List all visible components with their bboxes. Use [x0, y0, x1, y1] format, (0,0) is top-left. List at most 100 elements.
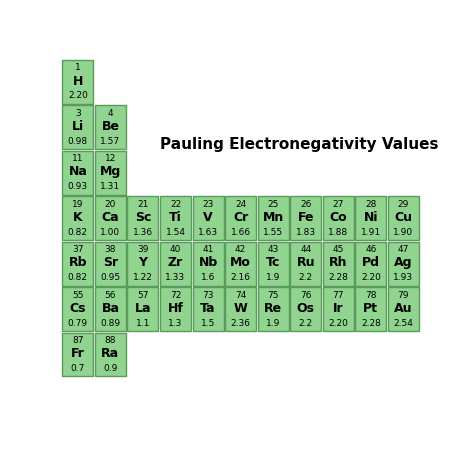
Text: 2.2: 2.2	[299, 319, 313, 328]
Text: 1.90: 1.90	[393, 228, 413, 237]
FancyBboxPatch shape	[323, 287, 354, 331]
FancyBboxPatch shape	[160, 287, 191, 331]
Text: 39: 39	[137, 245, 149, 254]
FancyBboxPatch shape	[356, 287, 386, 331]
Text: 19: 19	[72, 200, 83, 209]
Text: 40: 40	[170, 245, 181, 254]
Text: 1.9: 1.9	[266, 319, 280, 328]
FancyBboxPatch shape	[258, 287, 289, 331]
Text: Be: Be	[101, 120, 119, 133]
Text: 29: 29	[398, 200, 409, 209]
Text: 0.89: 0.89	[100, 319, 120, 328]
FancyBboxPatch shape	[95, 105, 126, 149]
Text: 0.79: 0.79	[68, 319, 88, 328]
FancyBboxPatch shape	[290, 242, 321, 285]
FancyBboxPatch shape	[63, 242, 93, 285]
FancyBboxPatch shape	[128, 196, 158, 240]
Text: 2.20: 2.20	[68, 91, 88, 100]
FancyBboxPatch shape	[356, 196, 386, 240]
Text: Rh: Rh	[329, 256, 347, 269]
Text: 88: 88	[105, 336, 116, 345]
Text: 27: 27	[333, 200, 344, 209]
FancyBboxPatch shape	[63, 196, 93, 240]
Text: 3: 3	[75, 109, 81, 118]
Text: V: V	[203, 211, 213, 224]
Text: Nb: Nb	[199, 256, 218, 269]
Text: 1.5: 1.5	[201, 319, 215, 328]
Text: 1.91: 1.91	[361, 228, 381, 237]
Text: 1.6: 1.6	[201, 273, 215, 282]
Text: 1.3: 1.3	[168, 319, 182, 328]
Text: 25: 25	[267, 200, 279, 209]
Text: 41: 41	[202, 245, 214, 254]
FancyBboxPatch shape	[225, 287, 256, 331]
Text: Pt: Pt	[363, 301, 378, 315]
Text: 0.93: 0.93	[68, 182, 88, 191]
Text: 1.93: 1.93	[393, 273, 413, 282]
Text: 26: 26	[300, 200, 311, 209]
FancyBboxPatch shape	[290, 287, 321, 331]
FancyBboxPatch shape	[95, 196, 126, 240]
Text: 1.63: 1.63	[198, 228, 218, 237]
Text: 2.28: 2.28	[328, 273, 348, 282]
Text: 22: 22	[170, 200, 181, 209]
Text: 57: 57	[137, 291, 149, 300]
Text: 1.83: 1.83	[296, 228, 316, 237]
Text: Zr: Zr	[168, 256, 183, 269]
FancyBboxPatch shape	[258, 242, 289, 285]
Text: 1.1: 1.1	[136, 319, 150, 328]
Text: 0.82: 0.82	[68, 228, 88, 237]
Text: Sr: Sr	[103, 256, 118, 269]
Text: 37: 37	[72, 245, 83, 254]
Text: Rb: Rb	[69, 256, 87, 269]
Text: Ba: Ba	[101, 301, 119, 315]
Text: 20: 20	[105, 200, 116, 209]
FancyBboxPatch shape	[258, 196, 289, 240]
Text: 28: 28	[365, 200, 376, 209]
FancyBboxPatch shape	[356, 242, 386, 285]
Text: 1.36: 1.36	[133, 228, 153, 237]
FancyBboxPatch shape	[323, 242, 354, 285]
Text: Fr: Fr	[71, 347, 85, 360]
Text: 77: 77	[332, 291, 344, 300]
FancyBboxPatch shape	[63, 151, 93, 195]
Text: 24: 24	[235, 200, 246, 209]
Text: 0.9: 0.9	[103, 364, 118, 373]
Text: 1.54: 1.54	[165, 228, 185, 237]
FancyBboxPatch shape	[388, 287, 419, 331]
Text: 38: 38	[105, 245, 116, 254]
Text: Ra: Ra	[101, 347, 119, 360]
Text: Mo: Mo	[230, 256, 251, 269]
Text: Au: Au	[394, 301, 412, 315]
FancyBboxPatch shape	[388, 196, 419, 240]
FancyBboxPatch shape	[128, 242, 158, 285]
Text: La: La	[135, 301, 151, 315]
Text: 55: 55	[72, 291, 83, 300]
Text: 42: 42	[235, 245, 246, 254]
Text: Mn: Mn	[263, 211, 284, 224]
FancyBboxPatch shape	[192, 287, 224, 331]
Text: 2.36: 2.36	[230, 319, 251, 328]
Text: 2.20: 2.20	[328, 319, 348, 328]
Text: 1.66: 1.66	[230, 228, 251, 237]
Text: Pauling Electronegativity Values: Pauling Electronegativity Values	[160, 137, 439, 152]
FancyBboxPatch shape	[160, 242, 191, 285]
Text: K: K	[73, 211, 82, 224]
Text: 23: 23	[202, 200, 214, 209]
Text: 1.88: 1.88	[328, 228, 348, 237]
Text: Ca: Ca	[101, 211, 119, 224]
FancyBboxPatch shape	[160, 196, 191, 240]
Text: 1.00: 1.00	[100, 228, 120, 237]
Text: Ir: Ir	[333, 301, 344, 315]
Text: Tc: Tc	[266, 256, 280, 269]
Text: 2.20: 2.20	[361, 273, 381, 282]
Text: 1.55: 1.55	[263, 228, 283, 237]
Text: 44: 44	[300, 245, 311, 254]
Text: 0.7: 0.7	[71, 364, 85, 373]
Text: 56: 56	[105, 291, 116, 300]
FancyBboxPatch shape	[225, 242, 256, 285]
FancyBboxPatch shape	[95, 333, 126, 376]
Text: 47: 47	[398, 245, 409, 254]
Text: Co: Co	[329, 211, 347, 224]
Text: Li: Li	[72, 120, 84, 133]
